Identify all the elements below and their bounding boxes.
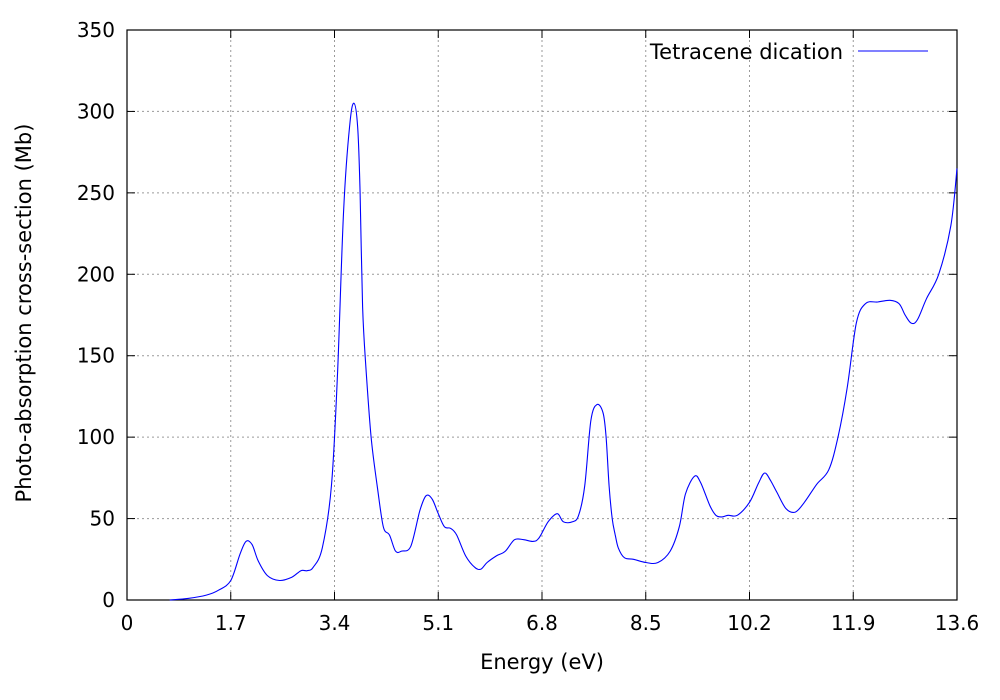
series-layer bbox=[169, 102, 958, 601]
y-tick-label: 0 bbox=[102, 588, 115, 612]
series-line bbox=[169, 102, 958, 601]
grid bbox=[127, 30, 957, 600]
y-tick-label: 350 bbox=[77, 18, 115, 42]
ticks bbox=[126, 29, 958, 601]
y-tick-labels: 0 50 100 150 200 250 300 350 bbox=[77, 18, 115, 612]
x-tick-label: 8.5 bbox=[630, 611, 662, 635]
legend: Tetracene dication bbox=[649, 40, 928, 64]
y-tick-label: 300 bbox=[77, 99, 115, 123]
x-tick-label: 5.1 bbox=[422, 611, 454, 635]
y-tick-label: 250 bbox=[77, 181, 115, 205]
y-tick-label: 100 bbox=[77, 425, 115, 449]
x-tick-label: 0 bbox=[121, 611, 134, 635]
x-tick-label: 13.6 bbox=[935, 611, 980, 635]
y-tick-label: 150 bbox=[77, 344, 115, 368]
x-tick-label: 11.9 bbox=[831, 611, 876, 635]
y-tick-label: 200 bbox=[77, 262, 115, 286]
x-tick-labels: 0 1.7 3.4 5.1 6.8 8.5 10.2 11.9 13.6 bbox=[121, 611, 980, 635]
y-axis-label: Photo-absorption cross-section (Mb) bbox=[12, 124, 36, 503]
x-tick-label: 1.7 bbox=[215, 611, 247, 635]
y-tick-label: 50 bbox=[90, 507, 115, 531]
x-axis-label: Energy (eV) bbox=[480, 650, 604, 674]
legend-label: Tetracene dication bbox=[649, 40, 843, 64]
x-tick-label: 6.8 bbox=[526, 611, 558, 635]
x-tick-label: 3.4 bbox=[319, 611, 351, 635]
x-tick-label: 10.2 bbox=[727, 611, 772, 635]
